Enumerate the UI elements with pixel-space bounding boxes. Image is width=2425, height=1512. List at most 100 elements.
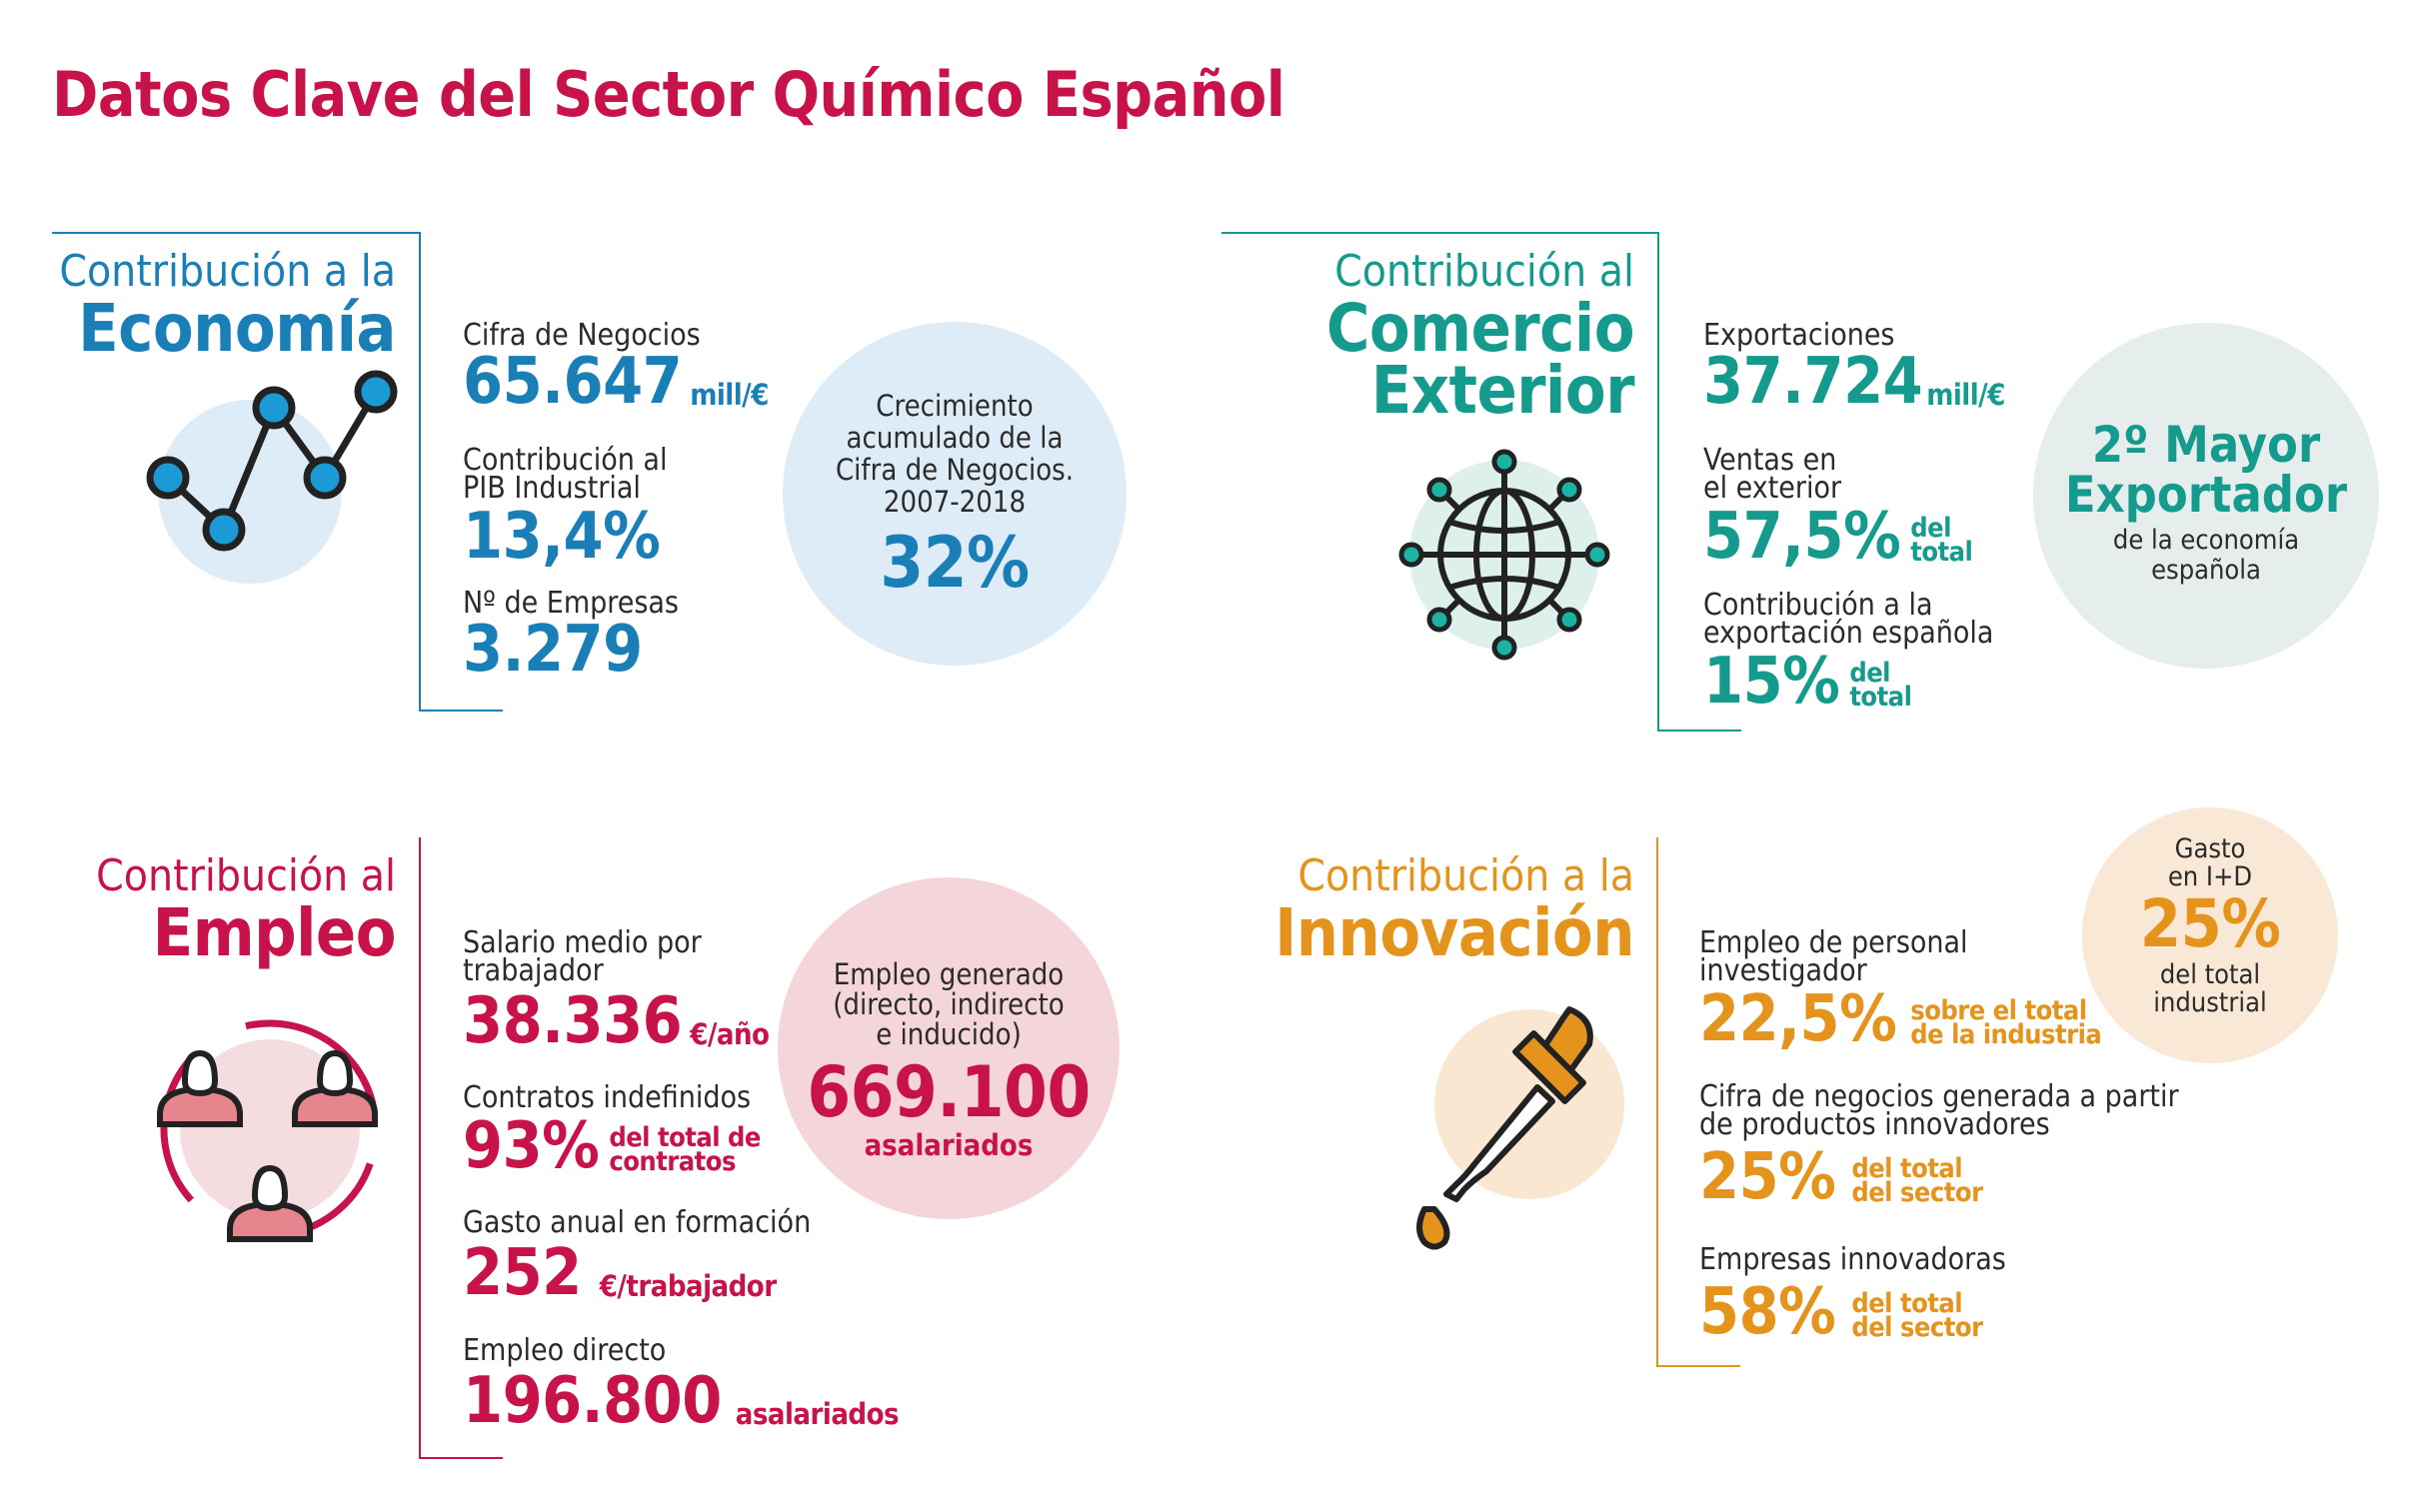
stat-label: trabajador [463, 953, 604, 988]
frame-line [1656, 837, 1658, 1365]
stat-unit-line: del [1849, 658, 1890, 689]
stat-value: 252 €/trabajador [463, 1241, 811, 1305]
stat-label: Empleo directo [463, 1333, 667, 1368]
circle-line: del total [2159, 959, 2261, 990]
stat-label: Gasto anual en formación [463, 1205, 812, 1240]
circle-text: Gasto en I+D 25% del total industrial [2082, 835, 2338, 1017]
stat-salario: Salario medio por trabajador 38.336 €/año [463, 925, 770, 1054]
circle-value: 669.100 [807, 1051, 1091, 1133]
frame-line [1221, 232, 1658, 234]
heading-line2: Innovación [1274, 894, 1634, 971]
stat-unit: €/año [690, 1017, 770, 1051]
stat-unit-line: total [1910, 537, 1973, 568]
stat-exportaciones: Exportaciones 37.724 mill/€ [1703, 318, 2005, 415]
stat-unit: €/trabajador [599, 1269, 777, 1303]
stat-pib: Contribución al PIB Industrial 13,4% [463, 446, 667, 574]
stat-number: 22,5% [1699, 982, 1897, 1056]
stat-unit-line: del sector [1851, 1312, 1983, 1343]
stat-label: Nº de Empresas [463, 586, 679, 621]
stat-ventas-exterior: Ventas en el exterior 57,5% del total [1703, 443, 1973, 570]
frame-line [419, 710, 503, 712]
stat-label: de productos innovadores [1699, 1107, 2050, 1142]
stat-label: Empresas innovadoras [1699, 1242, 2006, 1277]
stat-unit-line: del total de [609, 1122, 761, 1153]
circle-line: acumulado de la [846, 421, 1064, 455]
circle-value: 32% [880, 522, 1030, 604]
stat-label: Contribución a la [1703, 588, 1933, 623]
frame-line [419, 232, 421, 710]
circle-line: Gasto [2174, 833, 2246, 864]
stat-unit: del total del sector [1851, 1290, 1983, 1343]
stat-label: Salario medio por [463, 925, 702, 960]
stat-number: 93% [463, 1109, 600, 1183]
stat-productos-innovadores: Cifra de negocios generada a partir de p… [1699, 1082, 2179, 1210]
circle-line: e inducido) [876, 1017, 1022, 1051]
circle-text: 2º Mayor Exportador de la economía españ… [2033, 420, 2379, 586]
circle-line: 2007-2018 [883, 485, 1027, 519]
stat-value: 93% del total de contratos [463, 1114, 761, 1178]
stat-label: Ventas en [1703, 443, 1837, 478]
heading-line1: Contribución al [1334, 246, 1634, 297]
circle-line: Crecimiento [876, 389, 1034, 423]
circle-line: española [2151, 555, 2261, 586]
stat-value: 25% del total del sector [1699, 1145, 2179, 1209]
stat-unit-line: del total [1851, 1153, 1963, 1184]
circle-line: (directo, indirecto [833, 987, 1065, 1021]
stat-number: 15% [1703, 645, 1840, 719]
stat-unit: del total del sector [1851, 1153, 1983, 1208]
stat-unit-line: contratos [609, 1146, 736, 1177]
stat-value: 38.336 €/año [463, 989, 770, 1053]
circle-unit: asalariados [864, 1128, 1034, 1162]
stat-number: 65.647 [463, 345, 683, 419]
frame-line [419, 1457, 503, 1459]
stat-unit-line: del [1910, 513, 1951, 544]
circle-line: 2º Mayor [2091, 416, 2321, 474]
stat-unit: asalariados [735, 1397, 900, 1431]
stat-value: 37.724 mill/€ [1703, 350, 2005, 414]
frame-line [1657, 232, 1659, 730]
frame-line [52, 232, 420, 234]
stat-personal-investigador: Empleo de personal investigador 22,5% sob… [1699, 928, 2102, 1052]
stat-unit: mill/€ [690, 378, 769, 412]
stat-empresas-innovadoras: Empresas innovadoras 58% del total del sec… [1699, 1242, 2006, 1345]
stat-number: 252 [463, 1236, 582, 1310]
heading-line3: Exterior [1370, 352, 1635, 429]
highlight-circle [783, 322, 1127, 666]
stat-unit-line: de la industria [1910, 1019, 2102, 1050]
stat-number: 58% [1699, 1275, 1836, 1349]
stat-number: 38.336 [463, 984, 683, 1058]
circle-line: en I+D [2167, 861, 2253, 892]
highlight-circle [2082, 807, 2338, 1063]
stat-unit-line: del sector [1851, 1177, 1983, 1208]
dropper-icon [1416, 1006, 1624, 1250]
stat-empleo-directo: Empleo directo 196.800 asalariados [463, 1333, 900, 1434]
line-chart-icon [146, 370, 398, 584]
frame-line [1657, 730, 1741, 732]
stat-label: Exportaciones [1703, 318, 1895, 353]
stat-value: 3.279 [463, 613, 643, 687]
heading-line1: Contribución al [96, 850, 396, 901]
circle-value: 25% [2139, 885, 2281, 962]
heading-line2: Comercio [1325, 290, 1635, 367]
stat-contratos: Contratos indefinidos 93% del total de con… [463, 1083, 761, 1179]
stat-unit: sobre el total de la industria [1910, 995, 2102, 1050]
frame-line [419, 837, 421, 1457]
stat-label: PIB Industrial [463, 471, 641, 506]
section-heading: Contribución al Empleo [96, 854, 396, 966]
circle-line: Cifra de Negocios. [835, 453, 1075, 487]
globe-network-icon [1398, 449, 1610, 661]
stat-unit-line: sobre el total [1910, 995, 2087, 1026]
heading-line2: Economía [78, 290, 396, 367]
frame-line [1656, 1365, 1740, 1367]
stat-value: 13,4% [463, 500, 661, 574]
stat-number: 57,5% [1703, 500, 1901, 574]
stat-unit-line: total [1849, 682, 1912, 713]
stat-number: 196.800 [463, 1364, 722, 1438]
section-heading: Contribución al Comercio Exterior [1325, 246, 1635, 429]
stat-formacion: Gasto anual en formación 252 €/trabajador [463, 1205, 812, 1306]
stat-cifra-negocios: Cifra de Negocios 65.647 mill/€ [463, 321, 769, 415]
stat-label: el exterior [1703, 471, 1842, 506]
stat-unit: del total [1910, 513, 1973, 568]
circle-line: Exportador [2064, 466, 2348, 524]
stat-unit: mill/€ [1926, 378, 2005, 412]
